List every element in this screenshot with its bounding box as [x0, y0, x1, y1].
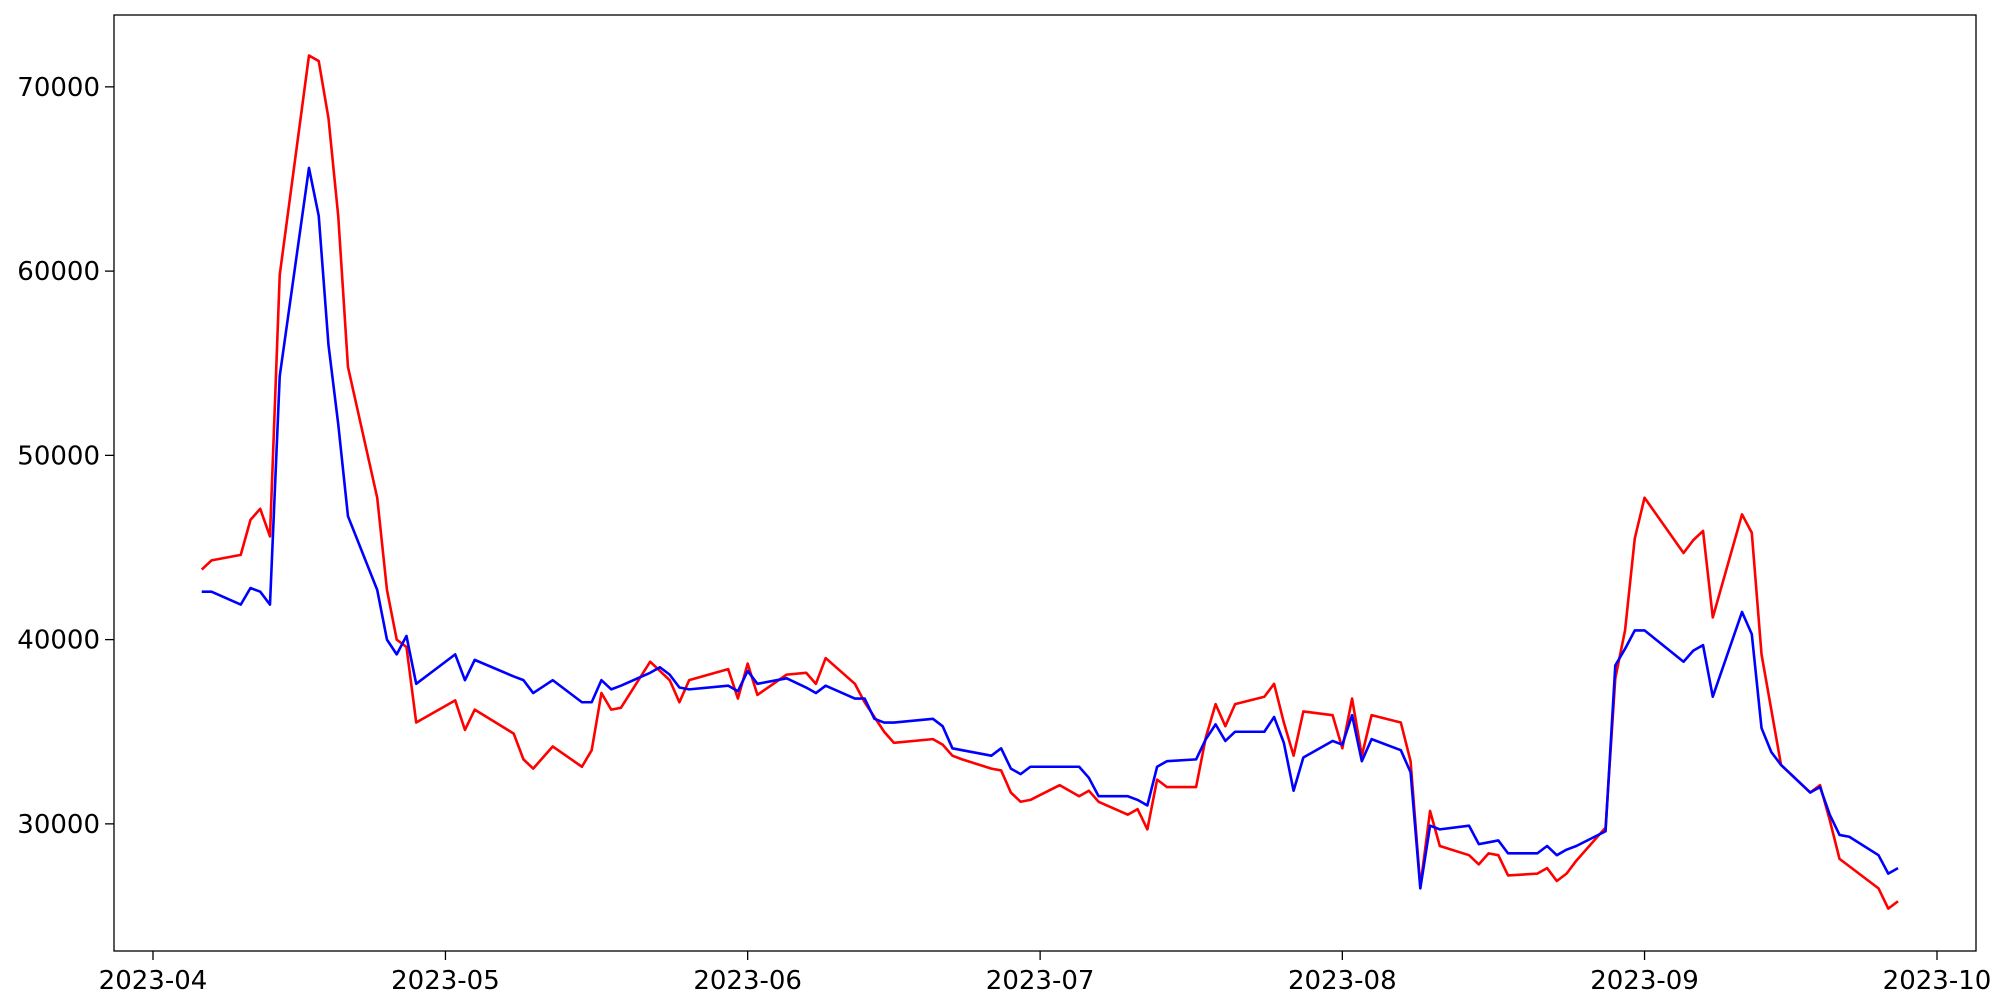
x-tick-label: 2023-10 [1883, 966, 1992, 996]
y-tick-label: 70000 [17, 73, 100, 103]
x-tick-label: 2023-09 [1590, 966, 1699, 996]
data-line [201, 166, 1899, 890]
x-tick-label: 2023-05 [391, 966, 500, 996]
plot-frame [113, 14, 1977, 952]
data-line [200, 54, 1899, 910]
x-tick-label: 2023-08 [1288, 966, 1397, 996]
x-tick-label: 2023-04 [99, 966, 208, 996]
y-tick-label: 40000 [17, 626, 100, 656]
x-tick-label: 2023-06 [693, 966, 802, 996]
y-tick-label: 60000 [17, 257, 100, 287]
y-tick-label: 30000 [17, 810, 100, 840]
y-tick-label: 50000 [17, 441, 100, 471]
x-tick-label: 2023-07 [986, 966, 1095, 996]
